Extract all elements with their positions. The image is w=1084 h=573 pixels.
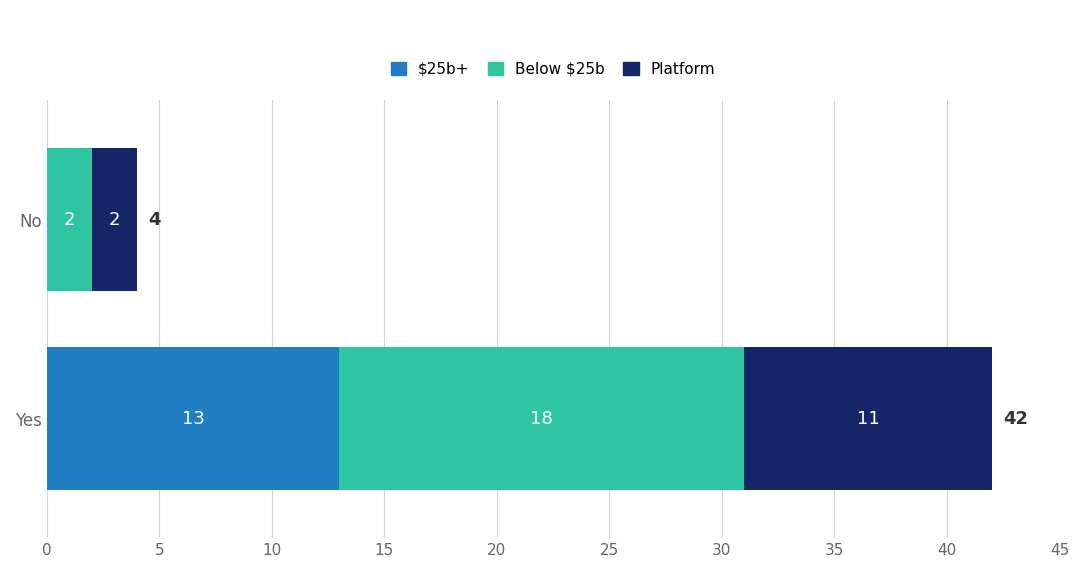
Bar xyxy=(92,148,137,292)
Text: 42: 42 xyxy=(1003,410,1028,428)
Text: 4: 4 xyxy=(149,211,160,229)
Bar xyxy=(47,148,92,292)
Text: 18: 18 xyxy=(530,410,553,428)
Text: 11: 11 xyxy=(856,410,879,428)
Bar xyxy=(745,347,992,490)
Bar xyxy=(47,347,339,490)
Text: 13: 13 xyxy=(181,410,205,428)
Text: 2: 2 xyxy=(64,211,75,229)
Bar xyxy=(339,347,745,490)
Text: 2: 2 xyxy=(108,211,120,229)
Legend: $25b+, Below $25b, Platform: $25b+, Below $25b, Platform xyxy=(385,56,722,83)
